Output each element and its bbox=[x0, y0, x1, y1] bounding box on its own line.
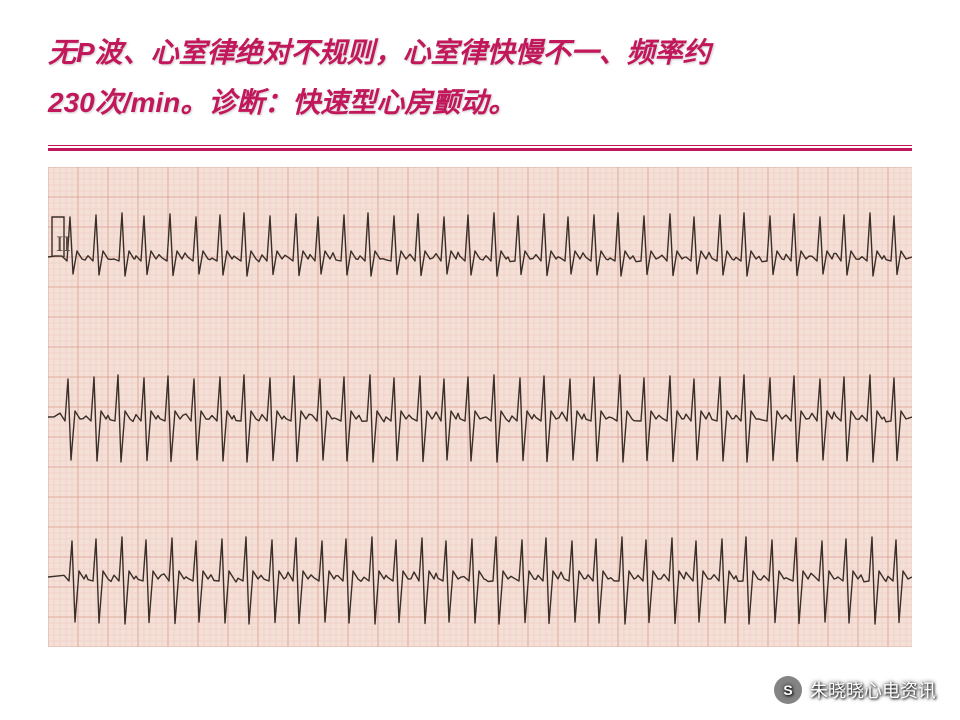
lead-label: II bbox=[56, 231, 71, 257]
wechat-icon: S bbox=[774, 676, 802, 704]
diagnosis-line2: 230次/min。诊断：快速型心房颤动。 bbox=[48, 78, 912, 128]
diagnosis-line1: 无P波、心室律绝对不规则，心室律快慢不一、频率约 bbox=[48, 28, 912, 78]
ecg-strip: II bbox=[48, 167, 912, 647]
watermark-label: 朱晓晓心电资讯 bbox=[810, 677, 936, 703]
diagnosis-text: 无P波、心室律绝对不规则，心室律快慢不一、频率约 230次/min。诊断：快速型… bbox=[0, 0, 960, 141]
watermark: S 朱晓晓心电资讯 bbox=[774, 676, 936, 704]
ecg-svg bbox=[48, 167, 912, 647]
divider-line bbox=[48, 145, 912, 151]
